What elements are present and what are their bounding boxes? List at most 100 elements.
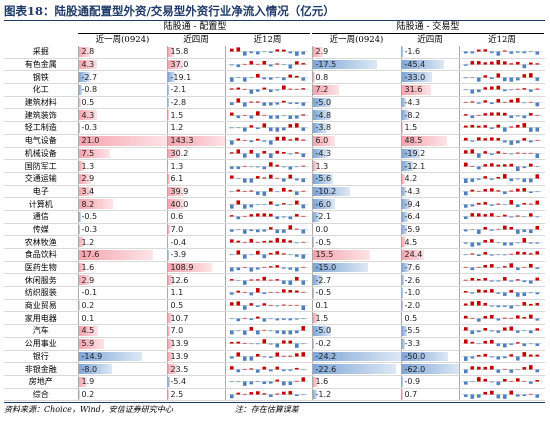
sparkline-12w: [459, 108, 545, 123]
cell-bar-t1: [312, 135, 335, 146]
cell-bar-t1: [312, 275, 323, 286]
industry-name: 国防军工: [4, 159, 79, 173]
sparkline-bar: [463, 381, 468, 385]
sparkline-bar: [275, 115, 279, 119]
industry-name: 有色金属: [4, 58, 79, 72]
sparkline-bar: [294, 228, 299, 230]
sparkline-bar: [262, 150, 266, 154]
sparkline-bar: [275, 164, 279, 167]
cell-value-a4: -0.4: [170, 237, 187, 247]
sparkline-bar: [502, 61, 507, 65]
cell-t1: -0.2: [312, 337, 402, 351]
sparkline-bar: [255, 111, 260, 116]
cell-value-a4: 13.9: [170, 351, 189, 361]
cell-t1: -2.7: [312, 273, 402, 288]
sparkline-bar: [483, 227, 487, 230]
cell-value-a4: 1.1: [170, 288, 184, 298]
sparkline-bar: [229, 175, 234, 179]
sparkline-bar: [502, 152, 507, 154]
sparkline-bar: [288, 267, 292, 270]
sparkline-bar: [535, 191, 539, 193]
sparkline-svg: [227, 377, 308, 387]
cell-a1: -0.5: [78, 210, 168, 224]
cell-a4: 143.3: [167, 134, 226, 148]
sparkline-12w: [225, 286, 313, 300]
sparkline-bar: [294, 276, 299, 281]
sparkline-bar: [483, 391, 487, 395]
table-row: 家用电器 0.1 10.7 1.5 0.5: [4, 311, 545, 326]
sparkline-svg: [227, 174, 308, 183]
sparkline-bar: [242, 356, 247, 361]
cell-value-a1: 1.3: [81, 161, 95, 171]
sparkline-bar: [509, 390, 513, 395]
cell-a4: 2.5: [167, 388, 226, 402]
sparkline-bar: [242, 89, 247, 90]
cell-bar-t1: [312, 338, 314, 349]
cell-bar-t4: [401, 72, 433, 83]
sparkline-bar: [515, 188, 520, 192]
sparkline-bar: [483, 366, 487, 370]
cell-t4: -1.0: [401, 286, 460, 300]
cell-bar-t1: [312, 123, 327, 133]
sparkline-svg: [461, 86, 542, 95]
sparkline-svg: [227, 237, 308, 243]
sparkline-bar: [268, 188, 273, 192]
sparkline-bar: [301, 394, 305, 396]
sparkline-bar: [281, 64, 286, 66]
sparkline-bar: [249, 125, 253, 128]
sparkline-bar: [502, 204, 507, 205]
industry-name: 机械设备: [4, 147, 79, 161]
sparkline-bar: [502, 317, 507, 319]
cell-bar-a1: [78, 364, 113, 374]
cell-t4: -2.6: [401, 273, 460, 288]
sparkline-svg: [461, 225, 542, 234]
sparkline-bar: [535, 394, 539, 398]
cell-bar-t4: [401, 376, 403, 387]
sparkline-bar: [515, 152, 520, 154]
sparkline-bar: [242, 77, 247, 82]
sparkline-bar: [483, 239, 487, 243]
sparkline-bar: [301, 178, 305, 183]
sparkline-bar: [489, 356, 494, 358]
sparkline-bar: [502, 112, 507, 116]
industry-name: 交通运输: [4, 172, 79, 186]
cell-value-t1: 2.9: [315, 47, 329, 57]
sparkline-bar: [288, 153, 292, 155]
sparkline-bar: [294, 75, 299, 78]
sparkline-bar: [522, 343, 526, 347]
cell-value-a1: -8.0: [81, 364, 98, 374]
sparkline-bar: [288, 355, 292, 357]
sparkline-bar: [489, 51, 494, 54]
sparkline-bar: [236, 47, 240, 52]
cell-value-a4: 108.9: [170, 263, 194, 273]
cell-value-a4: 1.5: [170, 110, 184, 120]
sparkline-bar: [483, 265, 487, 268]
sparkline-bar: [535, 153, 539, 158]
sparkline-bar: [236, 369, 240, 372]
sparkline-bar: [463, 339, 468, 344]
sparkline-12w: [225, 197, 313, 211]
sparkline-bar: [242, 317, 247, 319]
cell-t1: -6.0: [312, 197, 402, 211]
sparkline-svg: [461, 72, 542, 82]
sparkline-bar: [229, 381, 234, 383]
sparkline-bar: [515, 369, 520, 370]
cell-t4: -50.0: [401, 350, 460, 364]
sparkline-bar: [476, 318, 481, 322]
sparkline-bar: [294, 152, 299, 154]
sparkline-bar: [242, 368, 247, 370]
sparkline-bar: [502, 174, 507, 179]
sparkline-bar: [301, 165, 305, 167]
cell-value-t4: -3.3: [404, 339, 421, 349]
sparkline-bar: [262, 166, 266, 169]
sparkline-12w: [459, 147, 545, 161]
sparkline-bar: [262, 303, 266, 306]
cell-t4: -7.6: [401, 261, 460, 275]
sparkline-bar: [301, 204, 305, 208]
sparkline-bar: [489, 340, 494, 344]
cell-t4: -6.4: [401, 210, 460, 224]
sparkline-bar: [229, 394, 234, 399]
sparkline-12w: [459, 159, 545, 173]
cell-a4: 13.9: [167, 350, 226, 364]
sparkline-12w: [459, 337, 545, 351]
